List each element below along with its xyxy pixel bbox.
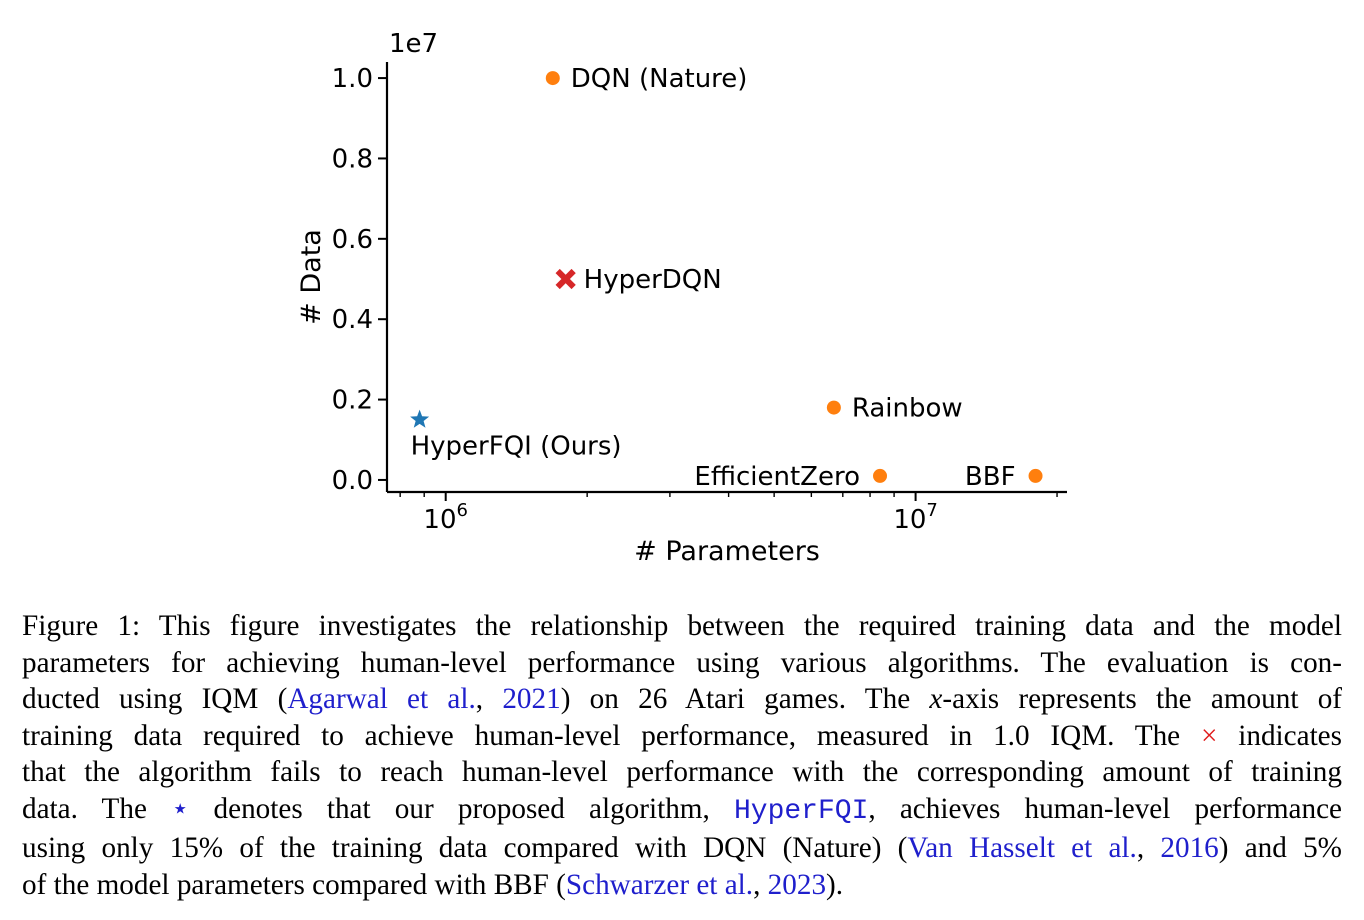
caption-text: , xyxy=(1136,832,1161,864)
cross-icon: × xyxy=(1200,719,1218,752)
caption-text: ducted using IQM ( xyxy=(22,683,288,715)
caption-text: using only 15% of the training data comp… xyxy=(22,832,908,864)
algorithm-name: HyperFQI xyxy=(733,795,869,827)
x-variable: x xyxy=(929,683,943,715)
caption-line-6: data. The ⋆ denotes that our proposed al… xyxy=(22,791,1342,831)
point-label-rainbow: Rainbow xyxy=(852,394,963,424)
caption-text: training data required to achieve human-… xyxy=(22,719,1201,752)
caption-line-4: training data required to achieve human-… xyxy=(22,718,1342,755)
caption-text: data. The xyxy=(22,792,172,825)
x-tick-label: 106 xyxy=(423,500,468,535)
star-icon: ⋆ xyxy=(171,792,190,825)
caption-line-3: ducted using IQM (Agarwal et al., 2021) … xyxy=(22,681,1342,718)
scatter-chart: 0.00.20.40.60.81.0 106 107 1e7 # Data # P… xyxy=(296,29,1067,567)
y-tick-label: 0.6 xyxy=(332,225,373,255)
citation-agarwal-year-link[interactable]: 2021 xyxy=(502,683,561,715)
caption-text: ) on 26 Atari games. The xyxy=(560,683,930,715)
y-tick-label: 0.4 xyxy=(332,305,373,335)
caption-text: indicates xyxy=(1217,719,1342,752)
y-tick-label: 0.2 xyxy=(332,386,373,416)
point-label-bbf: BBF xyxy=(965,462,1016,492)
data-points: DQN (Nature) HyperDQN HyperFQI (Ours) Rainb… xyxy=(410,64,1043,492)
caption-line-2: parameters for achieving human-level per… xyxy=(22,646,1342,679)
x-tick-exponent: 6 xyxy=(457,500,468,521)
caption-line-7: using only 15% of the training data comp… xyxy=(22,830,1342,867)
citation-schwarzer-link[interactable]: Schwarzer et al. xyxy=(565,868,754,901)
point-label-efficientzero: EfficientZero xyxy=(694,462,860,492)
caption-text: , xyxy=(475,683,503,715)
point-label-dqn-nature: DQN (Nature) xyxy=(571,64,748,94)
point-hyperdqn xyxy=(555,268,576,290)
point-rainbow xyxy=(826,400,841,415)
point-bbf xyxy=(1028,468,1043,483)
x-tick-exponent: 7 xyxy=(926,500,937,521)
citation-vanhasselt-link[interactable]: Van Hasselt et al. xyxy=(907,832,1137,864)
x-tick-base: 10 xyxy=(893,505,926,535)
citation-schwarzer-year-link[interactable]: 2023 xyxy=(767,868,827,901)
x-axis-ticks: 106 107 xyxy=(399,492,1058,535)
x-axis-label: # Parameters xyxy=(634,536,820,567)
figure-caption: Figure 1: This figure investigates the r… xyxy=(22,608,1342,903)
citation-agarwal-link[interactable]: Agarwal et al. xyxy=(287,683,476,715)
point-efficientzero xyxy=(873,468,888,483)
point-hyperfqi-ours xyxy=(410,409,430,428)
point-dqn-nature xyxy=(545,71,560,86)
point-label-hyperfqi-ours: HyperFQI (Ours) xyxy=(411,432,622,462)
caption-text: ) and 5% xyxy=(1218,832,1342,864)
caption-text: denotes that our proposed algorithm, xyxy=(189,792,734,825)
caption-text: , xyxy=(753,868,768,901)
y-tick-label: 0.0 xyxy=(332,466,373,496)
y-tick-label: 0.8 xyxy=(332,144,373,174)
x-tick-label: 107 xyxy=(893,500,938,535)
caption-text: -axis represents the amount of xyxy=(942,683,1343,715)
point-label-hyperdqn: HyperDQN xyxy=(584,265,722,295)
caption-text: ). xyxy=(826,868,844,901)
y-tick-label: 1.0 xyxy=(332,64,373,94)
x-tick-base: 10 xyxy=(423,505,456,535)
y-axis-multiplier: 1e7 xyxy=(389,29,438,59)
caption-line-8: of the model parameters compared with BB… xyxy=(22,867,1342,904)
caption-text: , achieves human-level performance xyxy=(868,792,1342,825)
y-axis-label: # Data xyxy=(296,229,327,325)
caption-text: of the model parameters compared with BB… xyxy=(22,868,566,901)
y-axis-ticks: 0.0 0.2 0.4 0.6 0.8 1.0 xyxy=(332,64,387,496)
caption-line-1: Figure 1: This figure investigates the r… xyxy=(22,610,1342,642)
citation-vanhasselt-year-link[interactable]: 2016 xyxy=(1160,832,1219,864)
caption-line-5: that the algorithm fails to reach human-… xyxy=(22,756,1342,788)
